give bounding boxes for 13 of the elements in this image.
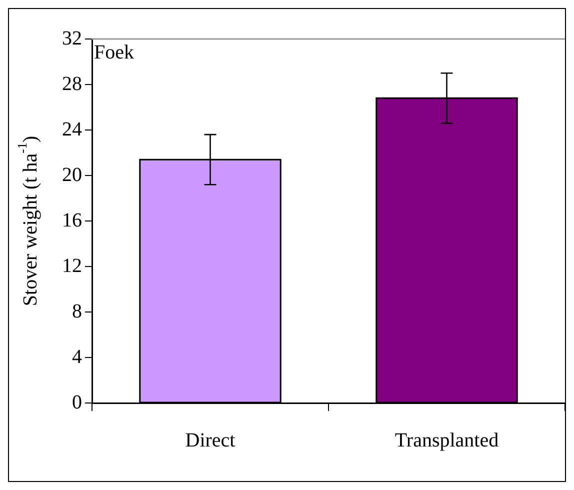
y-tick-label: 20 [62, 164, 82, 186]
y-tick-label: 4 [72, 346, 82, 368]
x-tick-label: Transplanted [394, 429, 499, 452]
annotation: Foek [94, 41, 134, 64]
x-tick-label: Direct [185, 429, 236, 452]
y-tick-label: 24 [62, 118, 82, 140]
y-tick-label: 28 [62, 72, 82, 95]
y-axis-title: Stover weight (t ha-1) [14, 136, 42, 306]
y-tick-label: 12 [62, 254, 82, 277]
y-tick-label: 0 [72, 391, 82, 414]
y-tick-label: 16 [62, 209, 82, 232]
y-tick-label: 8 [72, 300, 82, 322]
y-tick-label: 32 [62, 27, 82, 50]
